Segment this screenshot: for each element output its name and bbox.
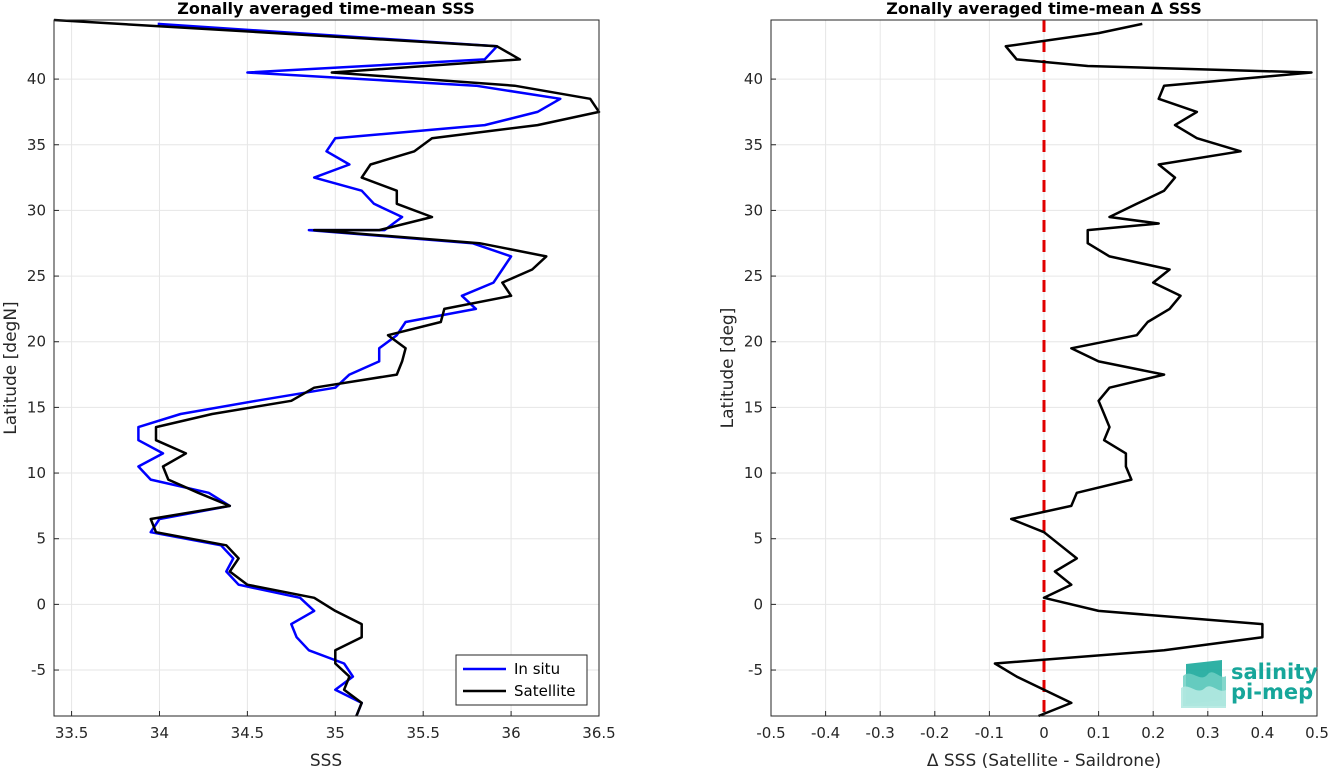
y-tick-label: 0 <box>753 595 763 613</box>
x-tick-label: 0.4 <box>1250 724 1274 742</box>
y-tick-label: 25 <box>27 267 46 285</box>
x-tick-label: 34 <box>150 724 169 742</box>
y-tick-label: 25 <box>744 267 763 285</box>
x-tick-label: -0.5 <box>756 724 785 742</box>
sss-chart-title: Zonally averaged time-mean SSS <box>177 0 475 18</box>
y-tick-label: 35 <box>744 136 763 154</box>
x-tick-label: 0.5 <box>1305 724 1329 742</box>
in-situ-line <box>137 22 562 717</box>
x-tick-label: 35.5 <box>406 724 439 742</box>
sss-y-axis-label: Latitude [degN] <box>1 301 21 434</box>
y-tick-label: 40 <box>744 70 763 88</box>
salinity-pi-mep-logo: salinity pi-mep <box>1181 660 1318 708</box>
sss-tick-layer: 33.5 34 34.5 35 35.5 36 36.5 -5 0 5 10 15 20 25 30 35 40 <box>27 70 616 742</box>
y-tick-label: 20 <box>744 333 763 351</box>
sss-plot-background <box>54 20 599 716</box>
x-tick-label: 34.5 <box>231 724 264 742</box>
sss-x-axis-label: SSS <box>310 751 342 769</box>
x-tick-label: 0 <box>1039 724 1049 742</box>
wave-logo-icon <box>1181 660 1226 708</box>
legend-box <box>455 654 588 706</box>
x-tick-label: -0.1 <box>975 724 1004 742</box>
y-tick-label: 15 <box>744 398 763 416</box>
x-tick-label: -0.2 <box>920 724 949 742</box>
sss-series-layer <box>53 18 601 717</box>
y-tick-label: -5 <box>748 661 763 679</box>
x-tick-label: 36 <box>502 724 521 742</box>
y-tick-label: 0 <box>36 595 46 613</box>
y-tick-label: 30 <box>27 201 46 219</box>
legend-label-in-situ: In situ <box>514 660 560 678</box>
y-tick-label: -5 <box>31 661 46 679</box>
x-tick-label: 0.2 <box>1141 724 1165 742</box>
sss-axes-frame <box>53 19 600 717</box>
x-tick-label: 33.5 <box>55 724 88 742</box>
x-tick-label: 35 <box>326 724 345 742</box>
y-tick-label: 15 <box>27 398 46 416</box>
x-tick-label: 0.1 <box>1087 724 1111 742</box>
delta-series-layer <box>993 22 1313 718</box>
satellite-line <box>53 18 601 717</box>
y-tick-label: 10 <box>744 464 763 482</box>
sss-legend: In situ Satellite <box>455 654 588 706</box>
delta-y-axis-label: Latitude [deg] <box>718 308 738 429</box>
delta-x-axis-label: Δ SSS (Satellite - Saildrone) <box>927 751 1161 769</box>
y-tick-label: 35 <box>27 136 46 154</box>
legend-label-satellite: Satellite <box>514 682 575 700</box>
y-tick-label: 20 <box>27 333 46 351</box>
delta-sss-line <box>993 22 1313 718</box>
delta-tick-layer: -0.5 -0.4 -0.3 -0.2 -0.1 0 0.1 0.2 0.3 0.4 0.5 -5 0 5… <box>744 70 1329 742</box>
y-tick-label: 40 <box>27 70 46 88</box>
logo-text-line1: salinity <box>1231 660 1318 684</box>
y-tick-label: 10 <box>27 464 46 482</box>
delta-chart-title: Zonally averaged time-mean Δ SSS <box>886 0 1202 18</box>
x-tick-label: 36.5 <box>582 724 615 742</box>
logo-text-line2: pi-mep <box>1231 680 1313 704</box>
x-tick-label: -0.4 <box>811 724 840 742</box>
y-tick-label: 5 <box>36 530 46 548</box>
y-tick-label: 5 <box>753 530 763 548</box>
x-tick-label: 0.3 <box>1196 724 1220 742</box>
y-tick-label: 30 <box>744 201 763 219</box>
x-tick-label: -0.3 <box>866 724 895 742</box>
delta-sss-panel: -0.5 -0.4 -0.3 -0.2 -0.1 0 0.1 0.2 0.3 0.4 0.5 -5 0 5… <box>718 0 1329 769</box>
sss-panel: 33.5 34 34.5 35 35.5 36 36.5 -5 0 5 10 15 20 25 30 35 40… <box>1 0 616 769</box>
